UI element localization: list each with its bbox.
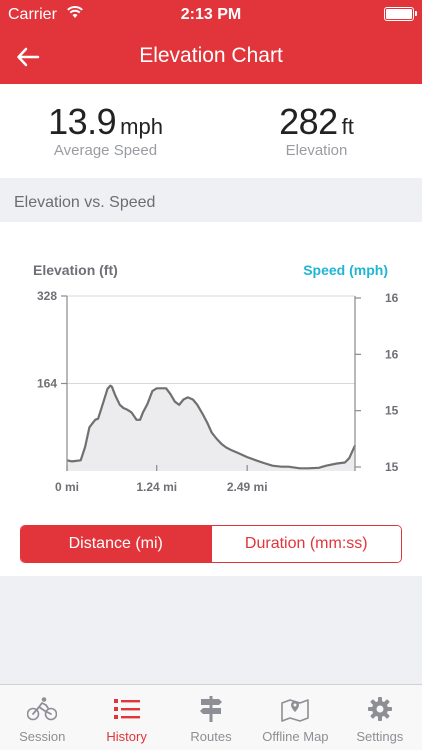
page-title: Elevation Chart: [139, 44, 283, 67]
tab-bar: Session History Routes: [0, 684, 422, 750]
battery-icon: [384, 7, 417, 21]
back-arrow-icon: [17, 47, 40, 67]
tab-history[interactable]: History: [84, 685, 168, 750]
stats-panel: 13.9 mph Average Speed 282 ft Elevation: [0, 84, 422, 178]
average-speed-value: 13.9: [48, 101, 117, 142]
elevation-stat: 282 ft Elevation: [211, 101, 422, 160]
duration-segment-button[interactable]: Duration (mm:ss): [210, 526, 401, 562]
x-tick-label: 0 mi: [55, 480, 79, 494]
tab-settings-label: Settings: [356, 729, 404, 744]
left-tick-label: 164: [37, 377, 57, 391]
list-icon: [112, 695, 142, 723]
distance-segment-button[interactable]: Distance (mi): [21, 526, 211, 562]
tab-session-label: Session: [19, 729, 66, 744]
status-time: 2:13 PM: [180, 6, 242, 23]
average-speed-label: Average Speed: [53, 142, 158, 159]
tab-offline-map-label: Offline Map: [262, 729, 329, 744]
elevation-unit: ft: [341, 114, 354, 139]
tab-offline-map[interactable]: Offline Map: [253, 685, 337, 750]
tab-settings[interactable]: Settings: [338, 685, 422, 750]
carrier-name: Carrier: [8, 6, 57, 23]
map-icon: [280, 695, 310, 723]
right-tick-label: 15: [385, 460, 399, 474]
status-bar: Carrier 2:13 PM: [0, 0, 422, 30]
gear-icon: [365, 695, 395, 723]
elevation-line: [66, 384, 357, 470]
tab-routes-label: Routes: [190, 729, 232, 744]
right-axis-title: Speed (mph): [303, 262, 388, 278]
average-speed-unit: mph: [120, 114, 163, 139]
left-tick-label: 328: [37, 289, 57, 303]
section-title: Elevation vs. Speed: [14, 194, 156, 211]
tab-history-label: History: [106, 729, 147, 744]
x-tick-label: 2.49 mi: [227, 480, 268, 494]
cyclist-icon: [27, 695, 58, 723]
tab-routes[interactable]: Routes: [169, 685, 253, 750]
x-tick-label: 1.24 mi: [136, 480, 177, 494]
elevation-speed-chart: Elevation (ft) Speed (mph) 328 164 16 16 15 15 0…: [33, 262, 399, 494]
left-axis-title: Elevation (ft): [33, 262, 118, 278]
right-tick-label: 16: [385, 291, 399, 305]
average-speed-stat: 13.9 mph Average Speed: [0, 101, 211, 160]
tab-session[interactable]: Session: [0, 685, 84, 750]
elevation-value: 282: [279, 101, 338, 142]
elevation-label: Elevation: [285, 142, 348, 159]
navigation-bar: Elevation Chart: [0, 30, 422, 84]
x-axis-mode-segmented-control: Distance (mi) Duration (mm:ss): [20, 525, 402, 563]
chart-panel: Elevation (ft) Speed (mph) 328 164 16 16 15 15 0…: [0, 222, 422, 576]
right-tick-label: 15: [385, 404, 399, 418]
section-header: Elevation vs. Speed: [0, 178, 422, 222]
back-button[interactable]: [8, 38, 48, 76]
signpost-icon: [196, 695, 226, 723]
right-tick-label: 16: [385, 347, 399, 361]
wifi-icon: [67, 5, 83, 18]
elevation-area: [67, 385, 355, 471]
